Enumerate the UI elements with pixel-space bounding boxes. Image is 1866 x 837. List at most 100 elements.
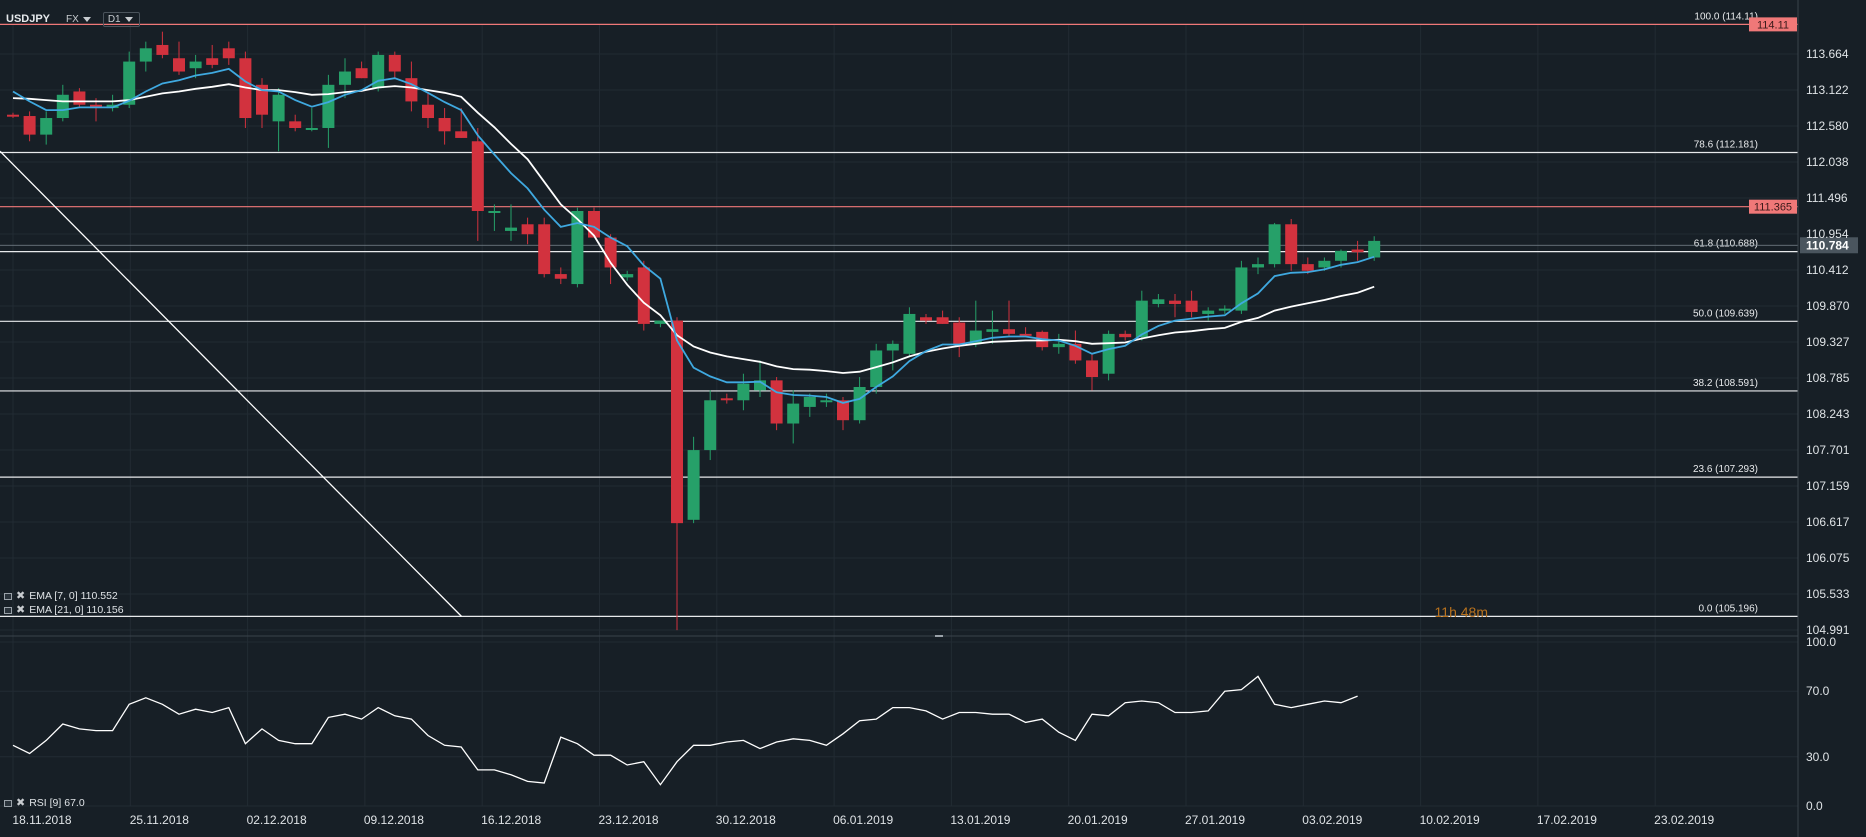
candle-body bbox=[588, 211, 600, 238]
candle-body bbox=[173, 58, 185, 72]
candle-bear bbox=[7, 112, 19, 119]
candle-body bbox=[571, 211, 584, 285]
candle-body bbox=[853, 386, 866, 421]
candle-body bbox=[671, 320, 683, 524]
candle-body bbox=[123, 61, 136, 105]
candle-body bbox=[521, 224, 534, 235]
ema7-line bbox=[12, 67, 1375, 404]
candle-bull bbox=[1268, 222, 1281, 268]
y-tick-label: 109.327 bbox=[1806, 335, 1850, 349]
trendline-segment bbox=[0, 150, 462, 617]
candle-body bbox=[1019, 333, 1032, 336]
candle-bear bbox=[422, 91, 434, 128]
candle-bull bbox=[372, 51, 385, 92]
candle-body bbox=[920, 317, 932, 321]
price-tag-label: 111.365 bbox=[1754, 202, 1792, 214]
rsi-tick-label: 100.0 bbox=[1806, 635, 1836, 649]
x-tick-label: 20.01.2019 bbox=[1068, 813, 1128, 827]
candle-body bbox=[106, 104, 119, 109]
y-tick-label: 111.496 bbox=[1806, 191, 1848, 205]
candle-body bbox=[986, 329, 999, 332]
candle-bear bbox=[206, 44, 219, 69]
candle-body bbox=[754, 380, 766, 391]
candle-body bbox=[538, 224, 551, 275]
x-tick-label: 09.12.2018 bbox=[364, 813, 424, 827]
candle-body bbox=[953, 322, 966, 344]
candle-bear bbox=[239, 51, 252, 128]
candle-body bbox=[1268, 224, 1281, 265]
x-tick-label: 06.01.2019 bbox=[833, 813, 893, 827]
settings-icon[interactable] bbox=[4, 592, 12, 600]
candle-bull bbox=[571, 207, 584, 288]
candle-bear bbox=[588, 207, 600, 238]
close-icon[interactable]: ✖ bbox=[16, 590, 26, 602]
y-tick-label: 107.159 bbox=[1806, 479, 1850, 493]
candle-bear bbox=[1086, 353, 1098, 391]
candle-bear bbox=[355, 61, 368, 79]
candle-bear bbox=[521, 217, 534, 245]
close-icon[interactable]: ✖ bbox=[16, 604, 26, 616]
indicator-ema7: ✖ EMA [7, 0] 110.552 bbox=[4, 590, 118, 602]
candle-body bbox=[1202, 310, 1215, 314]
candle-bull bbox=[654, 320, 667, 328]
y-tick-label: 113.122 bbox=[1806, 83, 1849, 97]
rsi-tick-label: 70.0 bbox=[1806, 684, 1830, 698]
timeframe-dropdown[interactable]: D1 bbox=[102, 11, 140, 27]
candle-body bbox=[405, 78, 418, 102]
y-tick-label: 108.243 bbox=[1806, 407, 1850, 421]
candle-bear bbox=[1185, 290, 1198, 318]
candle-bear bbox=[388, 51, 401, 79]
candle-body bbox=[803, 396, 816, 407]
candle-body bbox=[471, 141, 484, 212]
candle-bull bbox=[272, 88, 285, 152]
candle-body bbox=[654, 320, 667, 324]
candle-body bbox=[1102, 333, 1115, 374]
candle-body bbox=[704, 400, 717, 451]
candle-body bbox=[505, 227, 517, 231]
candle-bull bbox=[803, 393, 816, 417]
market-dropdown[interactable]: FX bbox=[62, 13, 97, 26]
candle-bull bbox=[704, 390, 717, 461]
market-label: FX bbox=[66, 13, 79, 25]
candle-body bbox=[1169, 300, 1181, 304]
candle-body bbox=[820, 400, 833, 403]
candle-body bbox=[156, 44, 169, 55]
candle-bull bbox=[1252, 257, 1264, 275]
candle-bear bbox=[770, 377, 783, 431]
candle-bull bbox=[505, 204, 517, 241]
x-tick-label: 18.11.2018 bbox=[12, 813, 71, 827]
candle-body bbox=[554, 274, 567, 279]
candle-bull bbox=[1135, 290, 1148, 341]
candle-body bbox=[687, 450, 700, 520]
y-tick-label: 105.533 bbox=[1806, 587, 1850, 601]
candle-bear bbox=[1119, 330, 1132, 341]
last-price-box bbox=[1800, 237, 1858, 254]
candle-body bbox=[7, 114, 19, 117]
candle-body bbox=[322, 84, 335, 128]
candle-bull bbox=[1202, 307, 1215, 321]
rsi-tick-label: 0.0 bbox=[1806, 799, 1823, 813]
candle-bull bbox=[787, 390, 800, 444]
level-label: 78.6 (112.181) bbox=[1694, 139, 1758, 150]
candle-body bbox=[206, 58, 219, 65]
candle-bull bbox=[820, 393, 833, 407]
close-icon[interactable]: ✖ bbox=[16, 797, 26, 809]
candle-bull bbox=[1218, 305, 1231, 314]
chart-header: USDJPY FX D1 bbox=[6, 10, 140, 28]
candles bbox=[7, 31, 1381, 631]
candle-body bbox=[604, 237, 617, 268]
candle-bull bbox=[687, 436, 700, 524]
candle-body bbox=[90, 104, 102, 109]
price-tag-box bbox=[1749, 199, 1797, 214]
price-tag-label: 114.11 bbox=[1757, 19, 1789, 31]
candle-body bbox=[1351, 249, 1364, 253]
x-tick-label: 02.12.2018 bbox=[247, 813, 307, 827]
settings-icon[interactable] bbox=[4, 606, 12, 614]
candle-body bbox=[1052, 343, 1065, 348]
settings-icon[interactable] bbox=[4, 799, 12, 807]
candle-body bbox=[1119, 333, 1132, 338]
candle-bull bbox=[853, 377, 866, 424]
chevron-down-icon bbox=[82, 16, 91, 22]
